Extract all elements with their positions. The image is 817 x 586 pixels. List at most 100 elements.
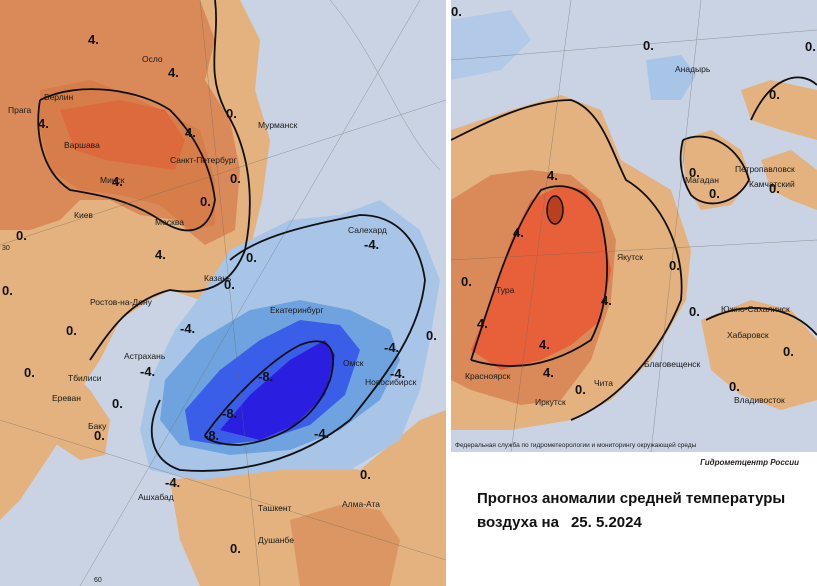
city-label-yakutsk: Якутск — [617, 252, 643, 262]
cool-spot-anadyr — [646, 55, 696, 100]
city-label-tura: Тура — [496, 285, 515, 295]
isoline-label: 0. — [689, 304, 700, 319]
isoline-label: 0. — [426, 328, 437, 343]
isoline-labels-right: 0. 0. 4. 0. 0. 0. 0. 4. 4. 0. 4. 4. 4. 0… — [451, 4, 816, 397]
city-label-chita: Чита — [594, 378, 613, 388]
warm-peak — [546, 195, 564, 225]
isoline-label: 0. — [769, 181, 780, 196]
isoline-label: 0. — [689, 165, 700, 180]
isolines-right — [451, 76, 817, 421]
isoline-label: 0. — [66, 323, 77, 338]
isoline-label: -8. — [204, 428, 219, 443]
isoline-label: -4. — [364, 237, 379, 252]
cool-spot-west — [451, 10, 531, 80]
isoline-label: 0. — [2, 283, 13, 298]
city-label-salekhard: Салехард — [348, 225, 387, 235]
isoline-label: 0. — [246, 250, 257, 265]
city-label-krasnoyarsk: Красноярск — [465, 371, 511, 381]
isoline-label: 0. — [461, 274, 472, 289]
isoline-label: 0. — [200, 194, 211, 209]
city-label-berlin: Берлин — [44, 92, 73, 102]
city-label-vladivostok: Владивосток — [734, 395, 785, 405]
city-label-kamchatsky: Камчатский — [749, 179, 795, 189]
isoline-label: 0. — [451, 4, 462, 19]
isoline-label: 0. — [94, 428, 105, 443]
city-label-saint-petersburg: Санкт-Петербург — [170, 155, 237, 165]
city-label-moscow: Москва — [155, 217, 184, 227]
isoline-label: 4. — [513, 225, 524, 240]
city-label-almaty: Алма-Ата — [342, 499, 380, 509]
isoline-label: 4. — [543, 365, 554, 380]
forecast-caption: Федеральная служба по гидрометеорологии … — [451, 442, 817, 586]
warm-region-caucasus — [0, 355, 110, 460]
city-label-baku: Баку — [88, 421, 107, 431]
city-label-anadyr: Анадырь — [675, 64, 711, 74]
isoline-label: 0. — [224, 277, 235, 292]
city-label-murmansk: Мурманск — [258, 120, 298, 130]
forecast-date: 25. 5.2024 — [570, 514, 642, 531]
isoline-label: -4. — [180, 321, 195, 336]
grid-label-30: 30 — [2, 245, 10, 252]
isoline-label: 0. — [575, 382, 586, 397]
cold-core-region — [220, 340, 335, 440]
isoline-label: 4. — [539, 337, 550, 352]
city-label-magadan: Магадан — [685, 175, 719, 185]
forecast-title-prefix: воздуха на — [477, 514, 559, 531]
isoline-label: 4. — [547, 168, 558, 183]
panel-divider — [446, 0, 451, 586]
isoline-label: 4. — [477, 316, 488, 331]
isoline-label: 4. — [112, 174, 123, 189]
isoline-label: 4. — [185, 125, 196, 140]
isoline-label: 4. — [88, 32, 99, 47]
isoline-label: 0. — [805, 39, 816, 54]
cities-left: Осло Берлин Прага Варшава Санкт-Петербур… — [8, 54, 417, 545]
city-label-novosibirsk: Новосибирск — [365, 377, 417, 387]
isoline-label: 0. — [226, 106, 237, 121]
isoline-label: 0. — [112, 396, 123, 411]
isoline-label: 4. — [38, 116, 49, 131]
city-label-tbilisi: Тбилиси — [68, 373, 102, 383]
isolines-left — [37, 0, 426, 472]
cities-right: Анадырь Петропавловск Магадан Камчатский… — [465, 64, 795, 407]
grid-lines-left — [0, 0, 446, 586]
warm-region-far-south — [290, 505, 400, 586]
city-label-oslo: Осло — [142, 54, 163, 64]
city-label-kazan: Казань — [204, 273, 232, 283]
isoline-label: -4. — [140, 364, 155, 379]
city-label-warsaw: Варшава — [64, 140, 100, 150]
city-label-yuzhno-sakhalinsk: Южно-Сахалинск — [721, 304, 790, 314]
city-label-kyiv: Киев — [74, 210, 93, 220]
city-label-petropavlovsk: Петропавловск — [735, 164, 795, 174]
city-label-yekaterinburg: Екатеринбург — [270, 305, 323, 315]
grid-lines-right — [451, 0, 817, 452]
city-label-irkutsk: Иркутск — [535, 397, 566, 407]
isoline-label: 0. — [669, 258, 680, 273]
isoline-label: 4. — [155, 247, 166, 262]
grid-label-60: 60 — [94, 577, 102, 584]
city-label-khabarovsk: Хабаровск — [727, 330, 769, 340]
isoline-label: 0. — [643, 38, 654, 53]
warm-region-chukotka — [741, 80, 817, 140]
isoline-label: 0. — [769, 87, 780, 102]
city-label-ashgabat: Ашхабад — [138, 492, 174, 502]
right-map-canvas: Анадырь Петропавловск Магадан Камчатский… — [451, 0, 817, 452]
city-label-tashkent: Ташкент — [258, 503, 292, 513]
right-anomaly-map: Анадырь Петропавловск Магадан Камчатский… — [451, 0, 817, 452]
city-label-omsk: Омск — [343, 358, 364, 368]
isoline-label: 0. — [783, 344, 794, 359]
isoline-label: 0. — [709, 186, 720, 201]
isoline-label: 0. — [360, 467, 371, 482]
hydromet-center-name: Гидрометцентр России — [700, 458, 799, 467]
isoline-label: -4. — [384, 340, 399, 355]
city-label-blagoveshchensk: Благовещенск — [644, 359, 701, 369]
city-label-rostov: Ростов-на-Дону — [90, 297, 153, 307]
forecast-title-line2: воздуха на 25. 5.2024 — [477, 514, 642, 531]
agency-name: Федеральная служба по гидрометеорологии … — [455, 442, 697, 449]
isoline-labels-left: 4. 4. 4. 0. 4. 4. 0. 0. 4. 0. -4. 0. -4.… — [2, 32, 437, 556]
isoline-label: -8. — [258, 369, 273, 384]
left-anomaly-map: 60 30 Осло Берлин Прага Варшава Санкт-Пе… — [0, 0, 446, 586]
city-label-dushanbe: Душанбе — [258, 535, 294, 545]
city-label-yerevan: Ереван — [52, 393, 81, 403]
isoline-label: 0. — [230, 171, 241, 186]
isoline-label: 0. — [729, 379, 740, 394]
